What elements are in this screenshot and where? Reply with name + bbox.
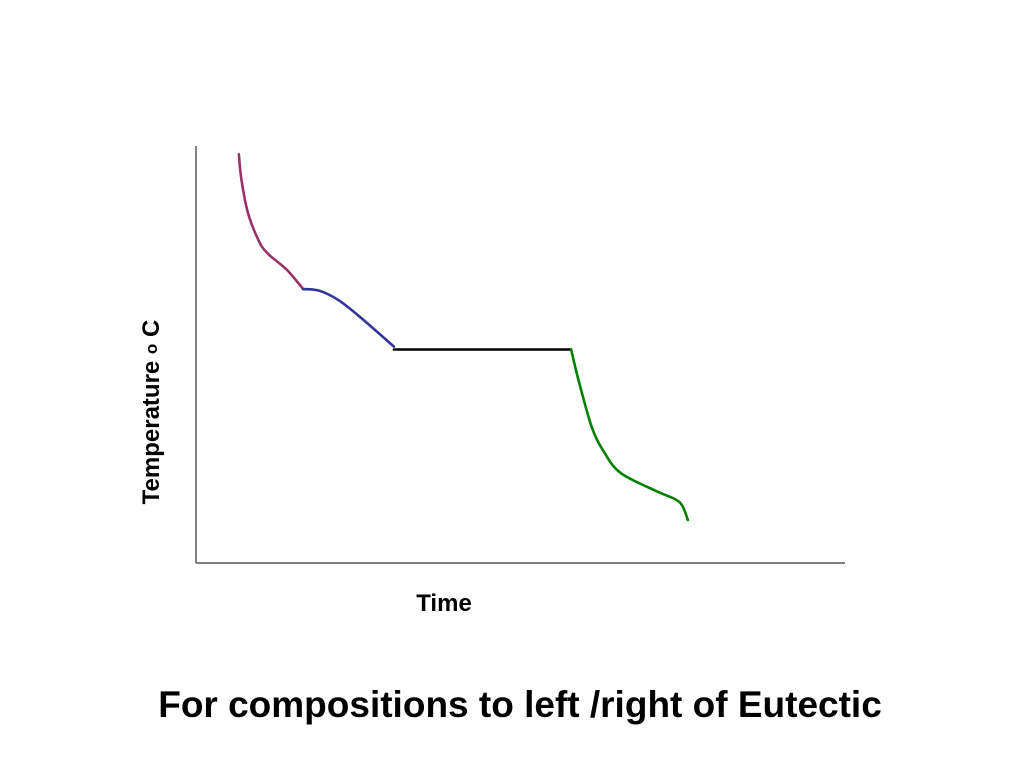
- degree-superscript: o: [142, 343, 161, 355]
- series-line-2: [301, 287, 396, 348]
- x-axis-label: Time: [416, 590, 472, 617]
- y-axis-unit: C: [138, 319, 165, 337]
- y-axis-label-text: Temperature: [138, 360, 165, 505]
- series-layer: [237, 153, 690, 522]
- slide-caption: For compositions to left /right of Eutec…: [158, 684, 882, 725]
- series-line-1: [237, 153, 305, 291]
- series-line-4: [569, 348, 690, 522]
- y-axis-label: Temperature o C: [138, 320, 166, 505]
